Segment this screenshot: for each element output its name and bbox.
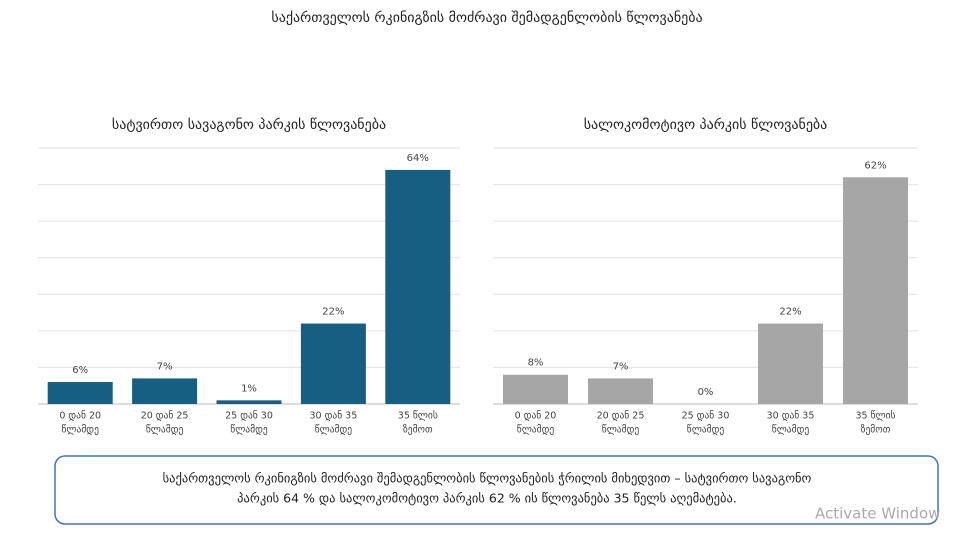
value-label: 6%	[72, 365, 88, 376]
value-label: 1%	[241, 383, 257, 394]
x-tick-label: 30 დან 35	[310, 411, 358, 422]
chart-title: სალოკომოტივო პარკის წლოვანება	[584, 116, 828, 133]
bar	[758, 323, 823, 404]
x-tick-label: წლამდე	[230, 425, 268, 436]
x-tick-label: წლამდე	[146, 425, 184, 436]
x-tick-label: წლამდე	[61, 425, 99, 436]
bar	[843, 177, 908, 404]
x-tick-label: წლამდე	[315, 425, 353, 436]
x-tick-label: წლამდე	[772, 425, 810, 436]
x-tick-label: 35 წლის	[855, 411, 895, 422]
x-tick-label: 0 დან 20	[515, 411, 557, 422]
bar	[47, 382, 113, 404]
note-box	[54, 455, 939, 525]
bar	[132, 378, 198, 404]
watermark: Activate Window	[815, 505, 940, 523]
bar	[300, 323, 366, 404]
x-tick-label: 25 დან 30	[225, 411, 273, 422]
x-tick-label: 0 დან 20	[59, 411, 101, 422]
bar	[503, 374, 568, 404]
value-label: 62%	[864, 160, 886, 171]
x-tick-label: 25 დან 30	[682, 411, 730, 422]
slide-title: საქართველოს რკინიგზის მოძრავი შემადგენლო…	[271, 9, 702, 26]
chart-title: სატვირთო სავაგონო პარკის წლოვანება	[112, 116, 386, 133]
value-label: 22%	[322, 307, 344, 318]
value-label: 22%	[779, 307, 801, 318]
bar	[216, 400, 282, 404]
value-label: 7%	[613, 361, 629, 372]
note-line: საქართველოს რკინიგზის მოძრავი შემადგენლო…	[163, 471, 812, 486]
x-tick-label: წლამდე	[602, 425, 640, 436]
x-tick-label: წლამდე	[687, 425, 725, 436]
x-tick-label: ზემოთ	[861, 425, 891, 436]
bar	[385, 169, 451, 404]
x-tick-label: 20 დან 25	[597, 411, 645, 422]
value-label: 8%	[528, 358, 544, 369]
bar	[588, 378, 653, 404]
note-line: პარკის 64 % და სალოკომოტივო პარკის 62 % …	[237, 491, 737, 506]
x-tick-label: 35 წლის	[398, 411, 438, 422]
value-label: 7%	[157, 361, 173, 372]
x-tick-label: 30 დან 35	[767, 411, 815, 422]
x-tick-label: 20 დან 25	[141, 411, 189, 422]
x-tick-label: ზემოთ	[403, 425, 433, 436]
value-label: 64%	[407, 153, 429, 164]
value-label: 0%	[698, 387, 714, 398]
x-tick-label: წლამდე	[517, 425, 555, 436]
